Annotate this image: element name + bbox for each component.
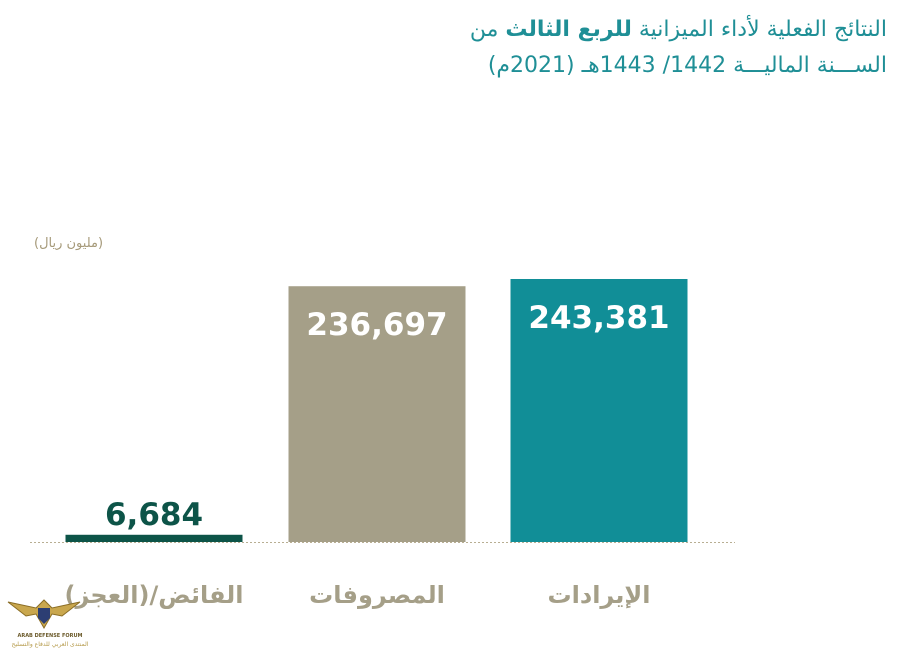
watermark-text-en: ARAB DEFENSE FORUM — [17, 633, 83, 639]
title-line-1-bold: للربع الثالث — [505, 17, 632, 42]
value-label-1: 243,381 — [528, 300, 669, 336]
title-line-1-part-1: النتائج الفعلية لأداء الميزانية — [638, 17, 887, 42]
bar-2 — [288, 286, 466, 542]
category-label-3: الفائض/(العجز) — [65, 581, 244, 609]
eagle-shield-icon — [7, 599, 81, 630]
category-label-1: الإيرادات — [548, 581, 651, 609]
title-line-1-part-2: من — [469, 17, 499, 42]
watermark-logo: ARAB DEFENSE FORUM المنتدى العربي للدفاع… — [6, 596, 89, 650]
watermark-text-ar: المنتدى العربي للدفاع والتسليح — [11, 641, 89, 648]
category-label-2: المصروفات — [309, 581, 445, 609]
unit-label: (مليون ريال) — [34, 236, 104, 251]
title-line-2: الســـنة الماليـــة 1442/ 1443هـ (2021م) — [487, 53, 887, 78]
value-label-3: 6,684 — [105, 497, 203, 533]
bar-3 — [65, 534, 243, 542]
chart-title: النتائج الفعلية لأداء الميزانية للربع ال… — [327, 12, 887, 84]
title-line-1: النتائج الفعلية لأداء الميزانية للربع ال… — [327, 12, 887, 48]
value-label-2: 236,697 — [306, 307, 447, 343]
bar-1 — [510, 279, 688, 542]
